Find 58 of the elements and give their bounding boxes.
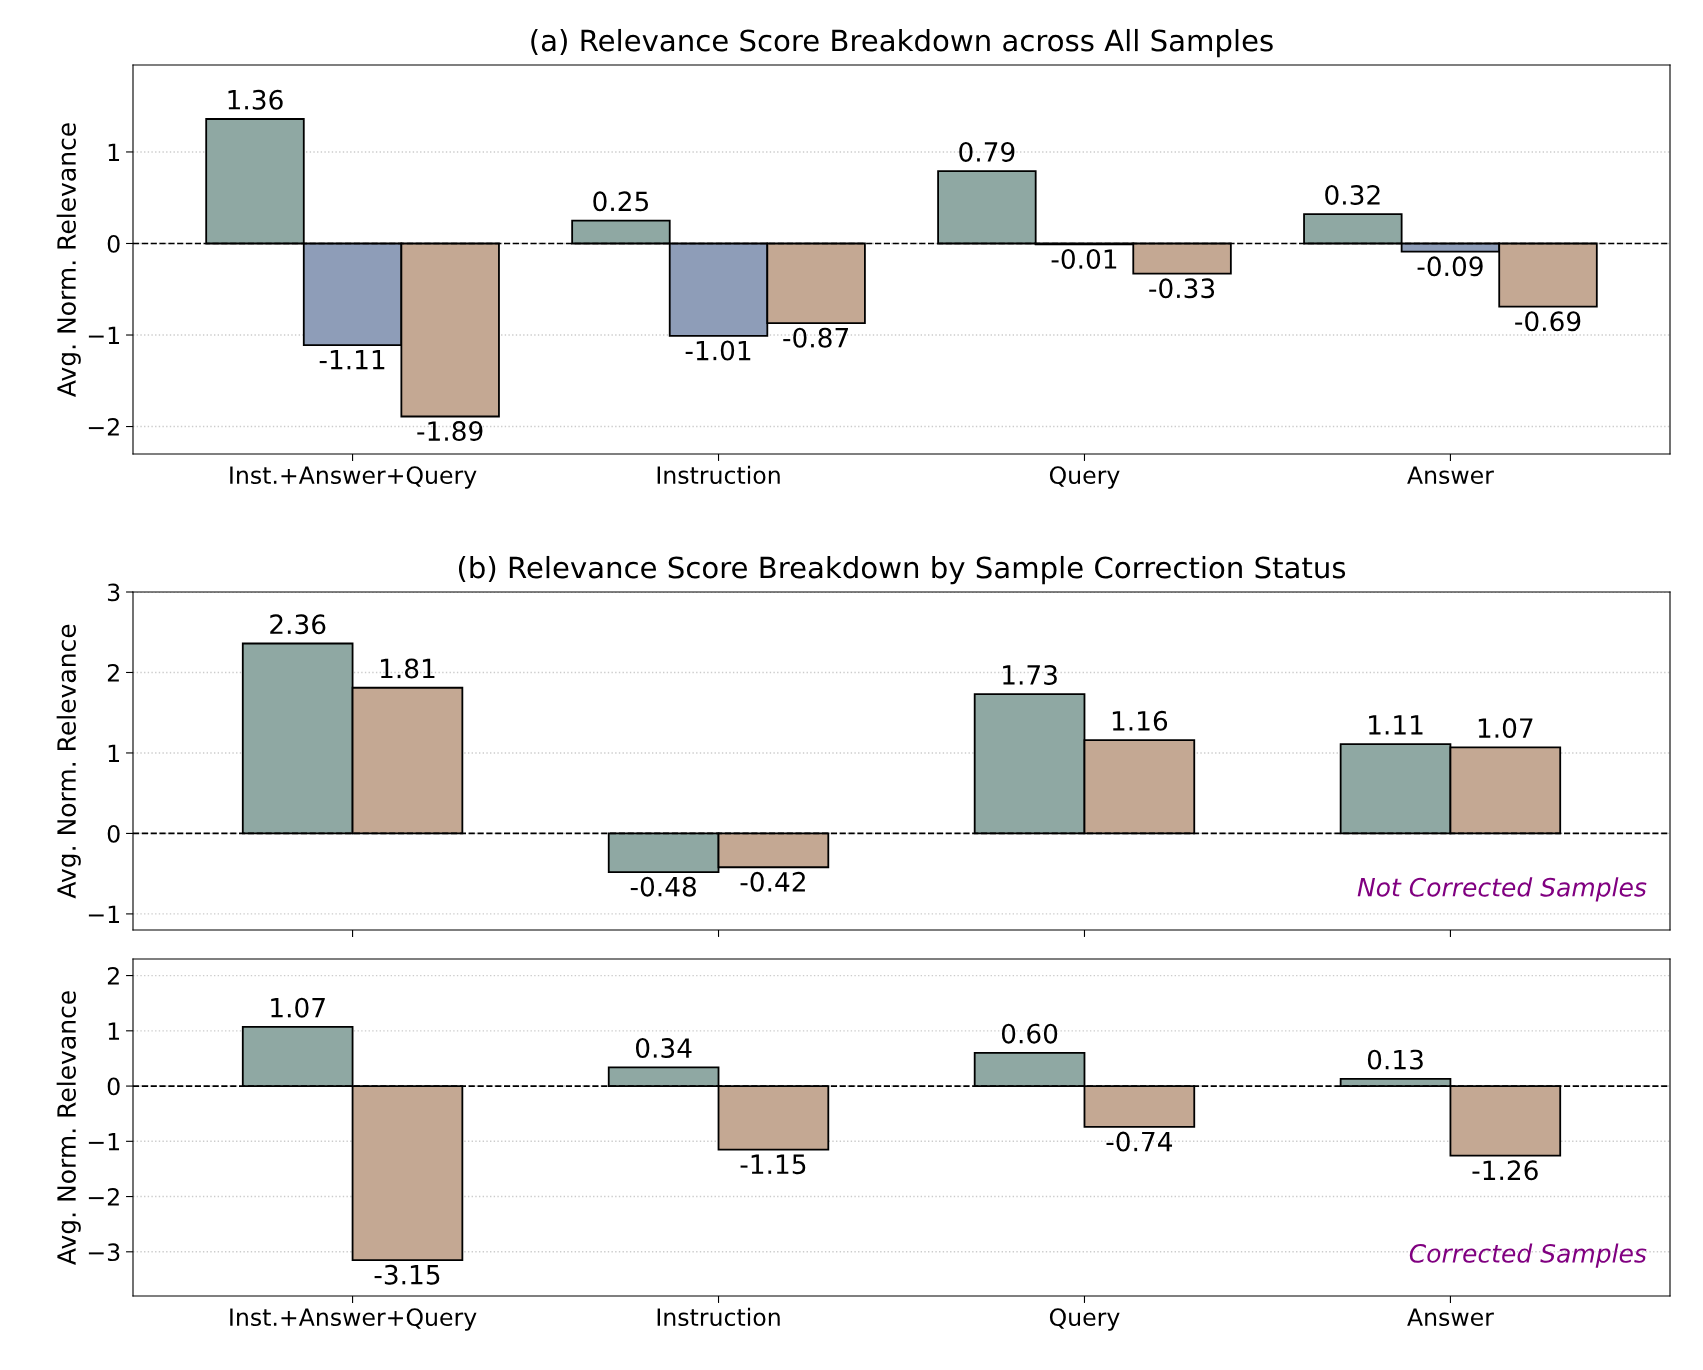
y-tick-label: −2 bbox=[88, 1188, 119, 1206]
x-tick-label: Instruction bbox=[657, 465, 780, 485]
y-tick-label: 3 bbox=[107, 583, 120, 602]
x-tick-label: Inst.+Answer+Query bbox=[230, 466, 477, 489]
y-tick-label: −3 bbox=[88, 1243, 120, 1262]
annotation: Not Corrected Samples bbox=[1357, 877, 1647, 902]
data-label: -0.09 bbox=[1417, 256, 1483, 277]
y-tick-label: 2 bbox=[107, 663, 119, 682]
data-label: -0.74 bbox=[1106, 1131, 1173, 1152]
y-tick-label: 0 bbox=[107, 234, 120, 253]
y-tick-label: −2 bbox=[88, 417, 119, 436]
y-axis-title: Avg. Norm. Relevance bbox=[56, 991, 81, 1265]
y-tick-label: 0 bbox=[107, 1077, 120, 1096]
x-tick-label: Inst.+Answer+Query bbox=[230, 1308, 477, 1331]
y-tick-label: 0 bbox=[107, 824, 120, 843]
data-label: -0.33 bbox=[1149, 278, 1215, 299]
data-label: 0.79 bbox=[959, 141, 1015, 162]
data-label: 1.73 bbox=[1003, 664, 1057, 685]
x-tick-label: Query bbox=[1049, 466, 1120, 489]
x-tick-label: Answer bbox=[1407, 1308, 1494, 1327]
data-label: -1.11 bbox=[319, 350, 385, 370]
data-label: -0.01 bbox=[1051, 249, 1117, 269]
annotation: Corrected Samples bbox=[1409, 1243, 1647, 1268]
data-label: -0.48 bbox=[630, 876, 696, 897]
data-label: -0.87 bbox=[783, 327, 848, 348]
chart-title: (b) Relevance Score Breakdown by Sample Correction Status bbox=[458, 555, 1346, 585]
y-tick-label: 1 bbox=[108, 744, 120, 762]
data-label: 1.07 bbox=[271, 997, 325, 1018]
data-label: 1.16 bbox=[1112, 710, 1168, 731]
y-axis-title: Avg. Norm. Relevance bbox=[56, 123, 81, 397]
data-label: 0.25 bbox=[593, 191, 649, 212]
y-tick-label: −1 bbox=[88, 326, 120, 344]
data-label: 0.32 bbox=[1325, 184, 1380, 205]
data-label: 0.60 bbox=[1001, 1023, 1058, 1044]
y-tick-label: 2 bbox=[107, 967, 119, 985]
chart-title: (a) Relevance Score Breakdown across All Samples bbox=[531, 28, 1273, 58]
x-tick-label: Answer bbox=[1407, 466, 1494, 485]
data-label: 1.11 bbox=[1369, 715, 1423, 735]
data-label: 2.36 bbox=[270, 614, 326, 635]
x-tick-label: Query bbox=[1049, 1308, 1120, 1331]
y-tick-label: −1 bbox=[88, 905, 120, 923]
y-tick-label: −1 bbox=[88, 1133, 120, 1151]
data-label: -0.42 bbox=[740, 871, 805, 892]
data-label: -0.69 bbox=[1515, 311, 1581, 332]
y-tick-label: 1 bbox=[108, 1022, 120, 1040]
data-label: -1.26 bbox=[1472, 1160, 1538, 1181]
data-label: 1.81 bbox=[380, 658, 435, 679]
data-label: -1.01 bbox=[685, 340, 751, 361]
y-axis-title: Avg. Norm. Relevance bbox=[56, 624, 81, 899]
data-label: -1.89 bbox=[417, 421, 483, 442]
data-label: 1.36 bbox=[228, 89, 283, 110]
y-tick-label: 1 bbox=[108, 143, 120, 161]
data-label: 0.34 bbox=[635, 1038, 692, 1058]
data-label: 0.13 bbox=[1367, 1049, 1423, 1070]
x-tick-label: Instruction bbox=[657, 1307, 780, 1327]
data-label: -1.15 bbox=[740, 1154, 806, 1175]
data-label: 1.07 bbox=[1478, 718, 1533, 739]
data-label: -3.15 bbox=[374, 1264, 440, 1285]
